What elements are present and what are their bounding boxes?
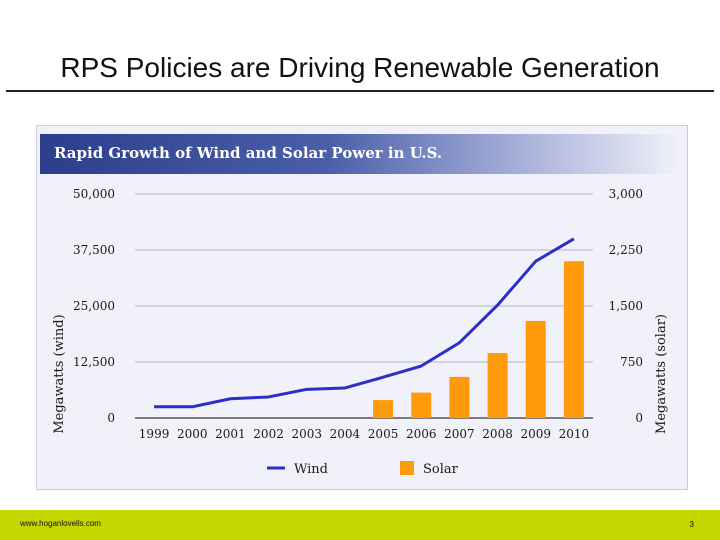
y-axis-left-label: Megawatts (wind) xyxy=(52,314,67,433)
chart-title: Rapid Growth of Wind and Solar Power in … xyxy=(54,144,443,162)
x-tick-label: 2002 xyxy=(253,427,284,441)
y-left-tick-label: 25,000 xyxy=(73,299,115,313)
solar-bar xyxy=(411,392,432,418)
x-tick-label: 2007 xyxy=(444,427,475,441)
page-number: 3 xyxy=(689,520,694,529)
x-tick-label: 2009 xyxy=(520,427,551,441)
x-tick-label: 2010 xyxy=(559,427,590,441)
x-tick-label: 2001 xyxy=(215,427,246,441)
solar-bar xyxy=(449,376,470,418)
x-tick-label: 2006 xyxy=(406,427,437,441)
chart-title-banner: Rapid Growth of Wind and Solar Power in … xyxy=(40,134,680,174)
tick-labels: 0 12,500 25,000 37,500 50,000 0 750 1,500 2,250 3… xyxy=(73,187,643,441)
y-axis-right-label: Megawatts (solar) xyxy=(654,314,669,434)
legend-wind-label: Wind xyxy=(294,462,328,477)
solar-bars xyxy=(373,261,584,418)
y-right-tick-label: 0 xyxy=(635,411,643,425)
title-divider xyxy=(6,90,714,92)
y-right-tick-label: 1,500 xyxy=(609,299,643,313)
wind-line xyxy=(154,237,575,409)
footer-bar: www.hoganlovells.com 3 xyxy=(0,510,720,540)
wind-line-layer xyxy=(154,237,575,409)
x-tick-label: 2005 xyxy=(368,427,399,441)
y-left-tick-label: 37,500 xyxy=(73,243,115,257)
legend-solar-label: Solar xyxy=(423,462,459,477)
solar-bar xyxy=(563,261,584,418)
solar-bar xyxy=(373,400,394,418)
x-tick-label: 2003 xyxy=(291,427,322,441)
legend-solar-swatch xyxy=(400,461,414,475)
x-tick-label: 2004 xyxy=(330,427,361,441)
chart-legend: Wind Solar xyxy=(267,461,459,477)
y-left-tick-label: 12,500 xyxy=(73,355,115,369)
y-left-tick-label: 0 xyxy=(107,411,115,425)
x-tick-label: 1999 xyxy=(139,427,170,441)
y-left-tick-label: 50,000 xyxy=(73,187,115,201)
y-right-tick-label: 3,000 xyxy=(609,187,643,201)
footer-url[interactable]: www.hoganlovells.com xyxy=(20,519,101,528)
slide-title: RPS Policies are Driving Renewable Gener… xyxy=(60,52,660,83)
x-tick-label: 2000 xyxy=(177,427,208,441)
y-right-tick-label: 750 xyxy=(620,355,643,369)
x-tick-label: 2008 xyxy=(482,427,513,441)
chart-grid xyxy=(135,193,593,419)
solar-bar xyxy=(487,353,508,418)
chart-plot: 0 12,500 25,000 37,500 50,000 0 750 1,500 2,250 3… xyxy=(52,187,669,477)
solar-bar xyxy=(525,320,546,418)
y-right-tick-label: 2,250 xyxy=(609,243,643,257)
chart-panel: Rapid Growth of Wind and Solar Power in … xyxy=(36,125,688,490)
